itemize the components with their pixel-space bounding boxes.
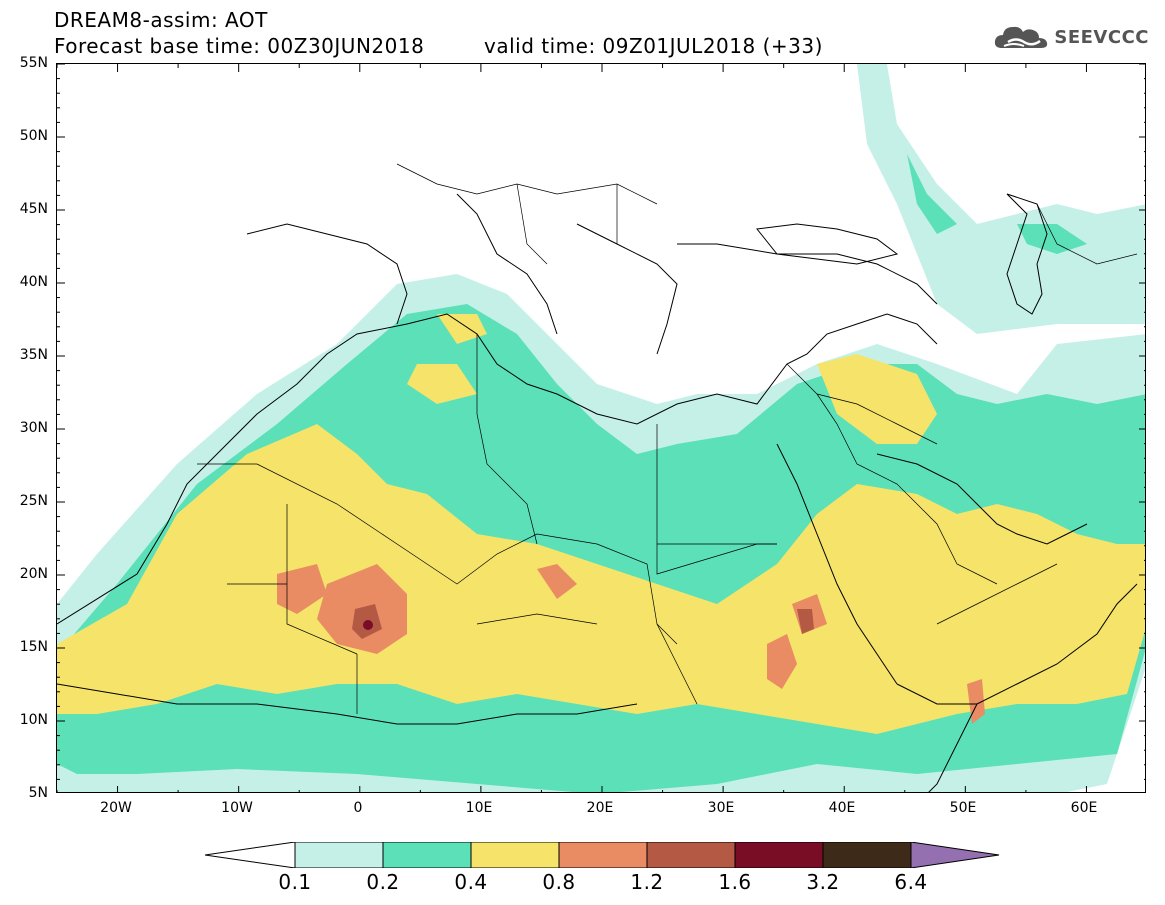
- lon-tick-label: 10W: [221, 800, 253, 816]
- colorbar-label: 0.1: [278, 870, 312, 894]
- lat-tick-label: 25N: [19, 493, 48, 509]
- colorbar-segment: [558, 842, 648, 868]
- caspian-sea: [1006, 193, 1048, 315]
- tick-marks: [57, 64, 1145, 792]
- colorbar-segment: [382, 842, 472, 868]
- lat-tick-label: 55N: [19, 55, 48, 71]
- lat-tick-label: 50N: [19, 128, 48, 144]
- lon-tick-label: 40E: [828, 800, 856, 816]
- lon-tick-label: 50E: [949, 800, 977, 816]
- colorbar-segment: [734, 842, 824, 868]
- lon-tick-label: 20W: [100, 800, 132, 816]
- lat-tick-label: 40N: [19, 274, 48, 290]
- lon-tick-label: 60E: [1070, 800, 1098, 816]
- map-title: DREAM8-assim: AOT: [54, 8, 268, 32]
- colorbar-label: 0.4: [454, 870, 488, 894]
- lon-tick-label: 10E: [465, 800, 493, 816]
- aot-field-1.6: [363, 620, 373, 630]
- lon-tick-label: 20E: [586, 800, 614, 816]
- valid-time: valid time: 09Z01JUL2018 (+33): [484, 34, 823, 58]
- black-sea: [756, 223, 899, 265]
- colorbar-right-arrow: [910, 842, 1000, 868]
- lat-tick-label: 10N: [19, 712, 48, 728]
- lat-tick-label: 15N: [19, 639, 48, 655]
- colorbar-label: 1.6: [718, 870, 752, 894]
- lon-tick-label: 30E: [707, 800, 735, 816]
- map-plot-area: [56, 63, 1146, 793]
- lat-tick-label: 30N: [19, 420, 48, 436]
- colorbar-label: 0.8: [542, 870, 576, 894]
- aot-colorbar: [205, 842, 1000, 868]
- colorbar-segment: [646, 842, 736, 868]
- colorbar-left-arrow: [205, 842, 296, 868]
- colorbar-segment: [294, 842, 384, 868]
- aot-field-0.4: [57, 314, 1145, 734]
- lat-tick-label: 5N: [28, 785, 48, 801]
- colorbar-label: 6.4: [894, 870, 928, 894]
- seevccc-logo: SEEVCCC: [994, 22, 1149, 52]
- logo-text: SEEVCCC: [1054, 26, 1149, 48]
- colorbar-segment: [822, 842, 912, 868]
- colorbar-label: 0.2: [366, 870, 400, 894]
- cloud-icon: [995, 26, 1048, 48]
- colorbar-label: 1.2: [630, 870, 664, 894]
- lat-tick-label: 35N: [19, 347, 48, 363]
- country-borders: [197, 163, 1138, 714]
- coastlines: [57, 193, 1138, 792]
- lat-tick-label: 45N: [19, 201, 48, 217]
- colorbar-segment: [470, 842, 560, 868]
- forecast-base-time: Forecast base time: 00Z30JUN2018: [54, 34, 425, 58]
- lat-tick-label: 20N: [19, 566, 48, 582]
- colorbar-label: 3.2: [806, 870, 840, 894]
- lon-tick-label: 0: [353, 800, 363, 816]
